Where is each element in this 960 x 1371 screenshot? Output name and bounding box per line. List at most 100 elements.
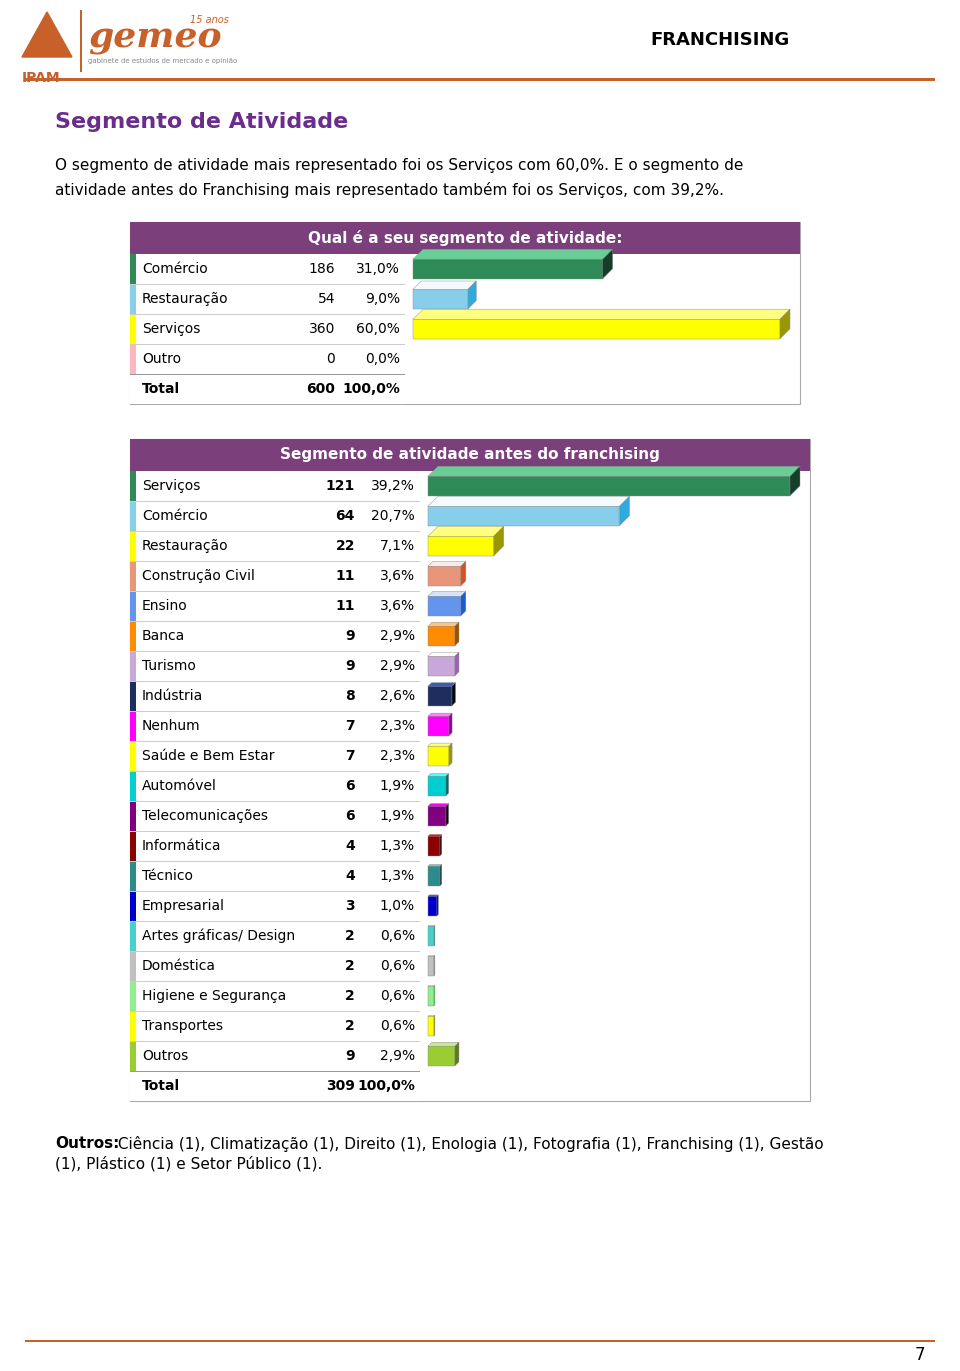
Text: Banca: Banca — [142, 629, 185, 643]
Bar — [130, 651, 136, 681]
Bar — [428, 657, 455, 676]
Bar — [428, 927, 434, 946]
Polygon shape — [428, 466, 800, 476]
Text: 7: 7 — [915, 1346, 925, 1364]
Polygon shape — [455, 622, 459, 646]
Text: 0,6%: 0,6% — [380, 988, 415, 1004]
Text: 1,0%: 1,0% — [380, 899, 415, 913]
Text: 2: 2 — [346, 988, 355, 1004]
Bar — [428, 866, 440, 886]
Polygon shape — [413, 250, 612, 259]
Text: 11: 11 — [335, 569, 355, 583]
Polygon shape — [413, 281, 476, 289]
Bar — [428, 596, 461, 616]
Polygon shape — [428, 622, 459, 627]
Bar — [130, 344, 136, 374]
Polygon shape — [790, 466, 800, 496]
Text: 9,0%: 9,0% — [365, 292, 400, 306]
Text: Doméstica: Doméstica — [142, 958, 216, 973]
Bar — [130, 1071, 420, 1101]
Text: O segmento de atividade mais representado foi os Serviços com 60,0%. E o segment: O segmento de atividade mais representad… — [55, 158, 743, 173]
Bar — [130, 861, 136, 891]
Text: Ensino: Ensino — [142, 599, 188, 613]
Text: 360: 360 — [308, 322, 335, 336]
Text: 186: 186 — [308, 262, 335, 276]
Polygon shape — [440, 835, 442, 856]
Polygon shape — [461, 591, 466, 616]
Text: Transportes: Transportes — [142, 1019, 223, 1032]
Polygon shape — [619, 496, 630, 525]
Text: Higiene e Segurança: Higiene e Segurança — [142, 988, 286, 1004]
Bar — [428, 1016, 434, 1035]
Text: Construção Civil: Construção Civil — [142, 569, 254, 583]
Text: 64: 64 — [336, 509, 355, 522]
Polygon shape — [468, 281, 476, 308]
Bar — [80, 10, 82, 73]
Text: 15 anos: 15 anos — [190, 15, 228, 25]
Text: 0,6%: 0,6% — [380, 958, 415, 973]
Polygon shape — [428, 683, 456, 687]
Text: 9: 9 — [346, 659, 355, 673]
Bar — [428, 716, 449, 736]
Polygon shape — [780, 310, 790, 339]
Text: Automóvel: Automóvel — [142, 779, 217, 792]
Bar — [130, 951, 136, 982]
Text: Ciência (1), Climatização (1), Direito (1), Enologia (1), Fotografia (1), Franch: Ciência (1), Climatização (1), Direito (… — [113, 1137, 824, 1152]
Text: 1,9%: 1,9% — [380, 779, 415, 792]
Text: 54: 54 — [318, 292, 335, 306]
Text: 9: 9 — [346, 1049, 355, 1063]
Text: 2: 2 — [346, 930, 355, 943]
Polygon shape — [428, 743, 452, 746]
Bar — [130, 681, 136, 712]
Text: 3: 3 — [346, 899, 355, 913]
Text: Telecomunicações: Telecomunicações — [142, 809, 268, 823]
Text: 2,6%: 2,6% — [380, 690, 415, 703]
Bar — [130, 531, 136, 561]
Bar — [428, 536, 493, 555]
Text: gemeo: gemeo — [88, 21, 222, 55]
Polygon shape — [446, 803, 448, 825]
Text: Serviços: Serviços — [142, 478, 201, 494]
Text: 100,0%: 100,0% — [357, 1079, 415, 1093]
Text: 7,1%: 7,1% — [380, 539, 415, 553]
Polygon shape — [413, 310, 790, 319]
Text: Outros: Outros — [142, 1049, 188, 1063]
Text: Qual é a seu segmento de atividade:: Qual é a seu segmento de atividade: — [308, 230, 622, 245]
Bar — [428, 1046, 455, 1065]
Bar — [25, 1339, 935, 1342]
Bar — [428, 746, 449, 766]
Bar — [130, 591, 136, 621]
Polygon shape — [428, 1042, 459, 1046]
Text: 3,6%: 3,6% — [380, 599, 415, 613]
Bar — [130, 254, 136, 284]
Polygon shape — [428, 773, 448, 776]
Polygon shape — [22, 12, 72, 58]
Text: 60,0%: 60,0% — [356, 322, 400, 336]
Text: 31,0%: 31,0% — [356, 262, 400, 276]
Text: 3,6%: 3,6% — [380, 569, 415, 583]
Polygon shape — [428, 591, 466, 596]
Bar — [428, 506, 619, 525]
Text: IPAM: IPAM — [22, 71, 60, 85]
Text: 2,9%: 2,9% — [380, 1049, 415, 1063]
Polygon shape — [461, 561, 466, 585]
Text: Artes gráficas/ Design: Artes gráficas/ Design — [142, 928, 295, 943]
Bar — [130, 561, 136, 591]
Bar — [130, 801, 136, 831]
Text: 8: 8 — [346, 690, 355, 703]
Polygon shape — [455, 653, 459, 676]
Polygon shape — [428, 835, 442, 836]
Text: 7: 7 — [346, 718, 355, 733]
Text: (1), Plástico (1) e Setor Público (1).: (1), Plástico (1) e Setor Público (1). — [55, 1156, 323, 1171]
Bar — [413, 259, 603, 278]
Text: 2: 2 — [346, 1019, 355, 1032]
Bar — [428, 687, 452, 706]
Text: 121: 121 — [325, 478, 355, 494]
Bar — [428, 897, 437, 916]
Bar — [130, 771, 136, 801]
Polygon shape — [452, 683, 456, 706]
Text: Serviços: Serviços — [142, 322, 201, 336]
Polygon shape — [428, 865, 442, 866]
Text: Segmento de atividade antes do franchising: Segmento de atividade antes do franchisi… — [280, 447, 660, 462]
Text: 2,3%: 2,3% — [380, 749, 415, 764]
